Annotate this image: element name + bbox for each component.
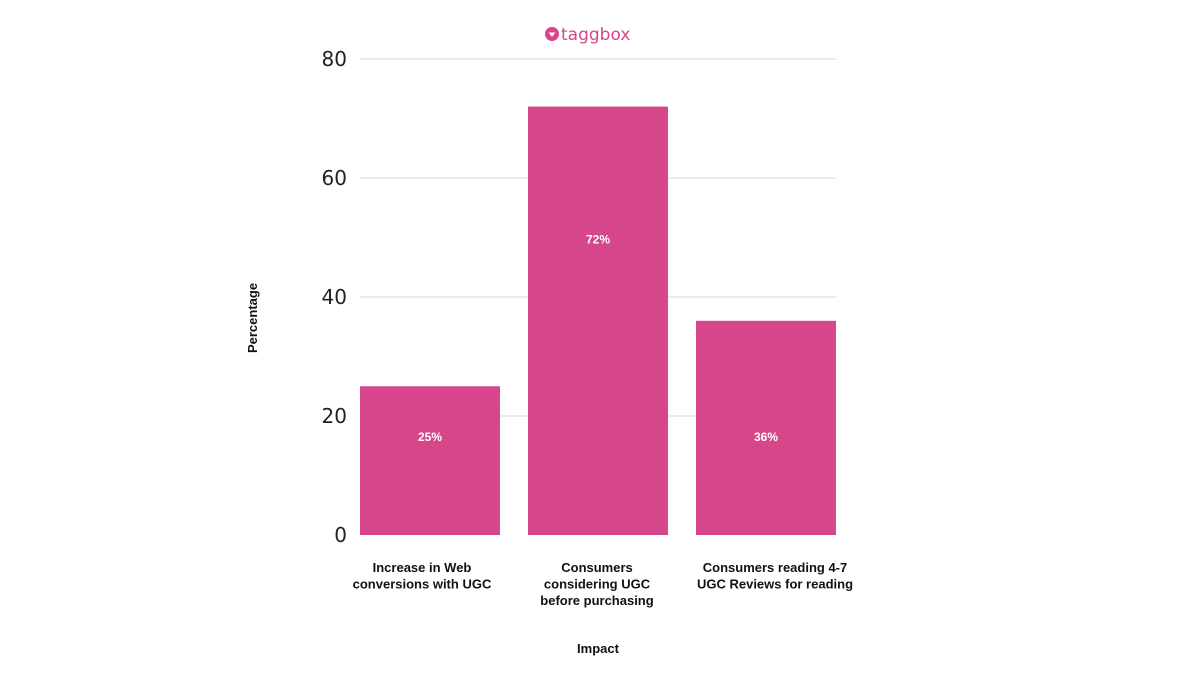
x-axis-category-labels: Increase in Web conversions with UGC Consu… bbox=[353, 560, 853, 608]
bar bbox=[696, 320, 836, 535]
y-tick-label: 60 bbox=[322, 166, 347, 190]
bars: 25% 72% 36% bbox=[360, 106, 836, 535]
bar-value-label: 72% bbox=[586, 233, 610, 247]
y-axis-title: Percentage bbox=[245, 283, 260, 353]
x-axis-title: Impact bbox=[577, 641, 620, 656]
y-tick-label: 80 bbox=[322, 47, 347, 71]
x-tick-label: Consumers considering UGC before purchasin… bbox=[540, 560, 653, 608]
bar-value-label: 36% bbox=[754, 430, 778, 444]
x-tick-label: Increase in Web conversions with UGC bbox=[353, 560, 492, 592]
taggbox-logo-icon bbox=[545, 27, 559, 41]
x-tick-label: Consumers reading 4-7 UGC Reviews for rea… bbox=[697, 560, 853, 592]
logo-text: taggbox bbox=[561, 25, 630, 45]
bar-value-label: 25% bbox=[418, 430, 442, 444]
y-tick-label: 20 bbox=[322, 404, 347, 428]
bar bbox=[360, 386, 500, 535]
bar bbox=[528, 106, 668, 535]
brand-logo: taggbox bbox=[545, 25, 630, 45]
y-axis-ticks: 0 20 40 60 80 bbox=[322, 47, 347, 547]
y-tick-label: 40 bbox=[322, 285, 347, 309]
y-tick-label: 0 bbox=[334, 523, 347, 547]
